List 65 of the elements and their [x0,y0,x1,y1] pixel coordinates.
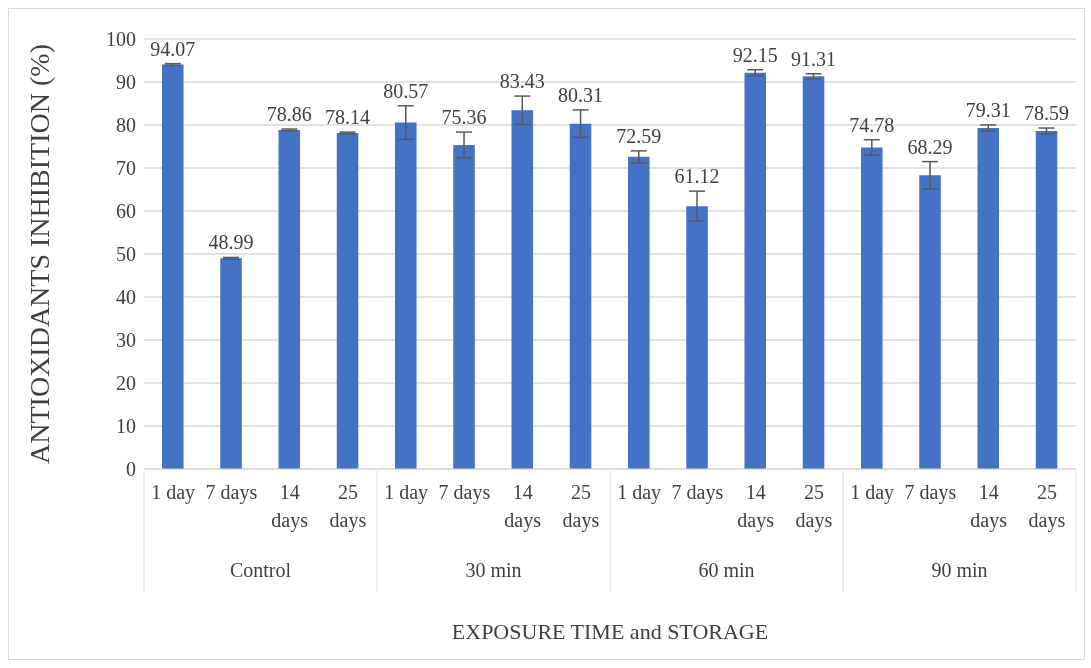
bar [395,122,417,469]
bar [686,206,708,469]
y-tick-label: 90 [116,71,136,94]
data-label: 78.86 [266,103,312,126]
bar [628,156,650,469]
text: Control [229,559,292,581]
data-label: 91.31 [791,47,837,70]
bar [744,72,767,469]
bar [278,129,301,469]
x-tick-label: 1 day [384,481,429,504]
x-tick-label: 25 days [795,481,833,532]
data-label: 78.14 [325,106,371,129]
x-tick-label: 7 days [904,481,957,504]
x-tick-label: 1 day [850,481,895,504]
x-tick-label: 7 days [671,481,724,504]
y-tick-label: 70 [116,157,136,180]
bar [220,258,242,469]
data-label: 61.12 [674,165,720,188]
y-tick-label: 30 [116,329,136,352]
y-tick-label: 20 [116,372,136,395]
data-label: 79.31 [965,98,1011,121]
data-label: 92.15 [732,43,778,66]
data-label: 80.57 [383,79,429,102]
x-tick-label: 14 days [970,481,1008,532]
bar [162,64,184,469]
y-axis-title: ANTIOXIDANTS INHIBITION (%) [23,44,55,464]
x-tick-label: 25 days [562,481,600,532]
y-tick-label: 0 [126,458,136,481]
x-tick-label: 25 days [1028,481,1066,532]
data-label: 68.29 [907,135,953,158]
text: 90 min [931,559,988,581]
y-tick-label: 100 [106,28,136,51]
x-tick-label: 14 days [737,481,775,532]
text: 30 min [465,559,522,581]
bar [802,76,825,469]
x-tick-label: 7 days [438,481,491,504]
text: 60 min [698,559,755,581]
data-label: 78.59 [1024,102,1070,125]
y-tick-label: 60 [116,200,136,223]
bar [511,110,534,469]
y-tick-label: 80 [116,114,136,137]
x-tick-label: 1 day [617,481,662,504]
bar [1035,131,1058,469]
x-axis-title: EXPOSURE TIME and STORAGE [451,619,769,644]
data-label: 48.99 [208,231,254,254]
data-label: 74.78 [849,113,895,136]
data-label: 80.31 [558,83,604,106]
bar [861,147,883,469]
data-label: 94.07 [150,37,196,60]
data-label: 72.59 [616,124,662,147]
bar [977,127,1000,469]
data-label: 75.36 [441,106,487,129]
x-tick-label: 14 days [504,481,542,532]
bar [569,123,592,469]
bar [919,175,941,469]
y-tick-label: 50 [116,243,136,266]
bar [453,144,475,469]
bar [336,133,359,469]
x-tick-label: 1 day [151,481,196,504]
y-tick-label: 40 [116,286,136,309]
data-label: 83.43 [499,70,545,93]
y-tick-label: 10 [116,415,136,438]
x-tick-label: 7 days [205,481,258,504]
x-tick-label: 14 days [271,481,309,532]
x-tick-label: 25 days [329,481,367,532]
